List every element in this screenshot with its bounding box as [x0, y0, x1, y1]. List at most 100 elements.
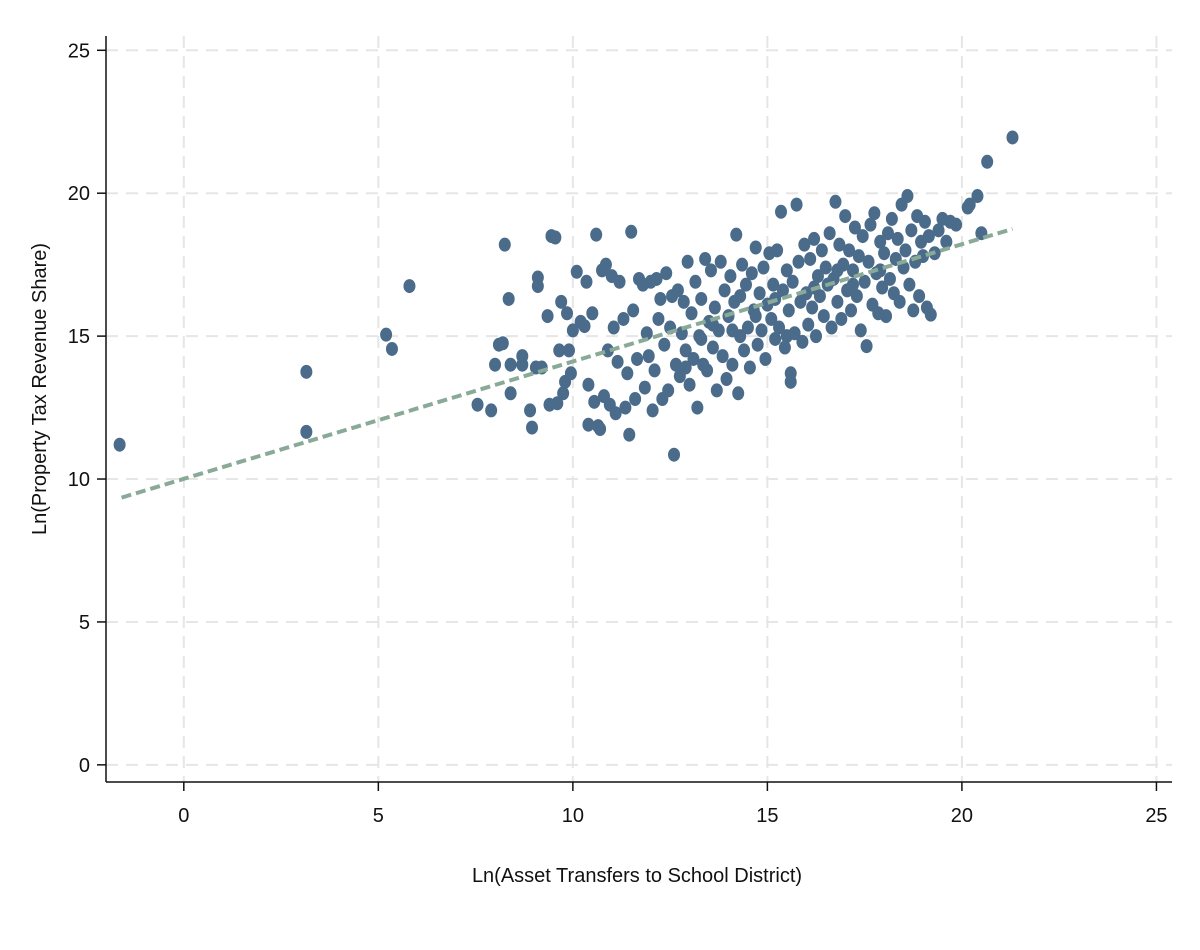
data-point [502, 291, 515, 306]
axes [105, 36, 1172, 783]
data-point [891, 231, 904, 246]
data-point [846, 277, 859, 292]
data-point [541, 309, 554, 324]
data-point [845, 303, 858, 318]
data-point [652, 311, 665, 326]
data-point [594, 422, 607, 437]
data-point [881, 226, 894, 241]
data-point [749, 240, 762, 255]
data-point [780, 329, 793, 344]
data-point [716, 349, 729, 364]
y-tick-label: 20 [68, 183, 90, 205]
data-point [885, 211, 898, 226]
data-point [580, 274, 593, 289]
data-point [706, 317, 719, 332]
data-point [586, 306, 599, 321]
data-point [932, 223, 945, 238]
data-point [776, 283, 789, 298]
data-point [917, 249, 930, 264]
data-point [403, 279, 416, 294]
y-axis-title: Ln(Property Tax Revenue Share) [29, 243, 51, 535]
y-tick-label: 15 [68, 326, 90, 348]
data-point [924, 307, 937, 322]
data-point [578, 319, 591, 334]
data-point [683, 377, 696, 392]
data-point [792, 254, 805, 269]
data-point [588, 394, 601, 409]
data-point [714, 254, 727, 269]
data-point [504, 386, 517, 401]
data-point [658, 337, 671, 352]
data-point [741, 320, 754, 335]
data-point [806, 300, 819, 315]
data-point [743, 360, 756, 375]
data-point [526, 420, 539, 435]
data-point [739, 277, 752, 292]
data-point [498, 237, 511, 252]
data-point [564, 366, 577, 381]
data-point [631, 351, 644, 366]
data-point [950, 217, 963, 232]
data-point [833, 237, 846, 252]
data-point [679, 343, 692, 358]
data-point [590, 227, 603, 242]
data-point [640, 326, 653, 341]
data-point [971, 189, 984, 204]
data-point [699, 251, 712, 266]
x-axis-title: Ln(Asset Transfers to School District) [472, 865, 802, 887]
y-axis-ticks: 0 5 10 15 20 25 [68, 40, 106, 777]
data-point [940, 234, 953, 249]
data-point [798, 237, 811, 252]
data-point [726, 323, 739, 338]
data-point [751, 337, 764, 352]
data-point [769, 331, 782, 346]
data-point [689, 274, 702, 289]
data-point [905, 223, 918, 238]
data-point [710, 383, 723, 398]
data-point [619, 400, 632, 415]
data-point [790, 197, 803, 212]
data-point [835, 311, 848, 326]
data-point [613, 274, 626, 289]
data-point [831, 294, 844, 309]
data-point [648, 363, 661, 378]
data-point [561, 306, 574, 321]
data-point [878, 246, 891, 261]
data-point [553, 343, 566, 358]
data-point [831, 263, 844, 278]
y-tick-label: 10 [68, 469, 90, 491]
data-point [860, 339, 873, 354]
x-tick-label: 5 [373, 805, 384, 827]
data-point [846, 263, 859, 278]
data-point [755, 323, 768, 338]
data-point [607, 320, 620, 335]
data-point [963, 197, 976, 212]
data-point [566, 323, 579, 338]
data-point [695, 331, 708, 346]
x-tick-label: 15 [756, 805, 778, 827]
y-tick-label: 0 [79, 755, 90, 777]
data-point [1006, 130, 1019, 145]
data-point [808, 231, 821, 246]
data-point [796, 334, 809, 349]
y-tick-label: 25 [68, 40, 90, 62]
data-point [858, 274, 871, 289]
data-point [654, 291, 667, 306]
data-point [922, 229, 935, 244]
data-point [627, 303, 640, 318]
data-point [843, 243, 856, 258]
data-point [773, 320, 786, 335]
data-point [629, 391, 642, 406]
data-point [981, 154, 994, 169]
data-point [734, 289, 747, 304]
data-point [642, 349, 655, 364]
data-point [868, 206, 881, 221]
data-point [767, 277, 780, 292]
data-point [854, 323, 867, 338]
data-point [817, 309, 830, 324]
data-point [668, 447, 681, 462]
data-point [815, 243, 828, 258]
data-point [848, 220, 861, 235]
data-point [726, 357, 739, 372]
data-point [599, 257, 612, 272]
